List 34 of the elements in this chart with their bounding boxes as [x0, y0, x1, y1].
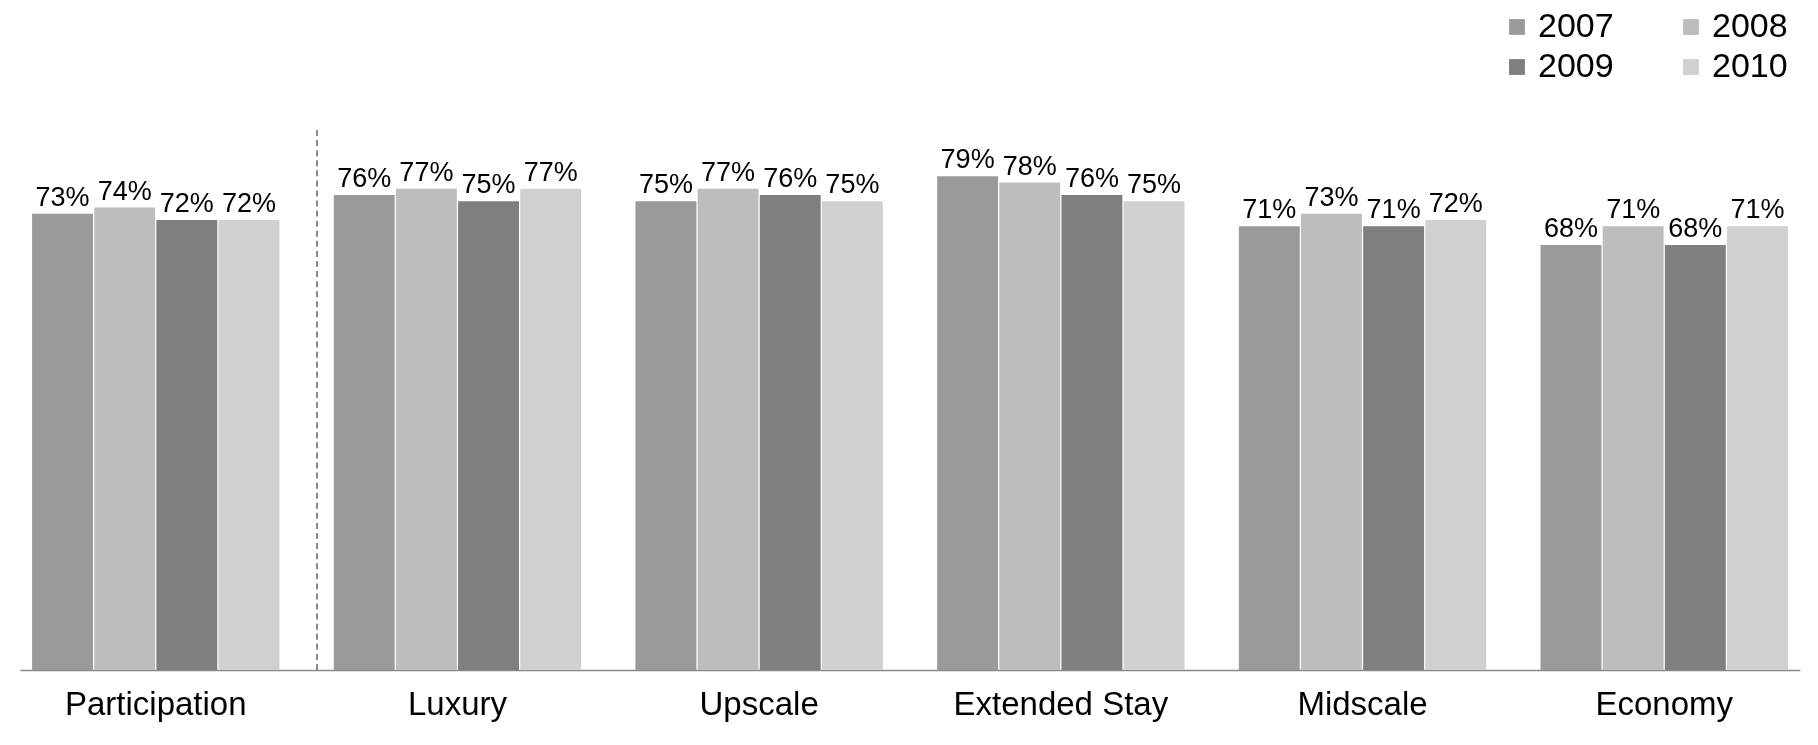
data-label: 68% [1543, 213, 1599, 243]
data-label: 72% [221, 188, 277, 218]
data-label: 73% [1304, 181, 1359, 212]
data-label: 71% [1242, 194, 1297, 225]
x-tick-label: Participation [64, 684, 247, 722]
data-label: 76% [763, 163, 818, 193]
data-label: 75% [638, 169, 693, 200]
legend-label: 2007 [1538, 6, 1614, 44]
legend-label: 2009 [1538, 46, 1614, 84]
data-label: 79% [940, 144, 995, 175]
data-label: 75% [1127, 169, 1182, 200]
data-label: 71% [1730, 194, 1785, 225]
x-tick-label: Midscale [1297, 684, 1428, 722]
data-label: 68% [1668, 213, 1723, 243]
legend-label: 2008 [1712, 6, 1788, 44]
x-tick-label: Economy [1595, 684, 1734, 722]
data-label: 72% [1428, 188, 1483, 218]
data-label: 76% [337, 163, 392, 193]
data-label: 71% [1606, 194, 1661, 225]
data-label: 77% [523, 156, 578, 187]
data-label: 71% [1366, 194, 1421, 225]
data-label: 77% [701, 156, 756, 187]
data-label: 73% [35, 181, 90, 212]
x-tick-label: Upscale [699, 684, 819, 722]
data-label: 78% [1002, 150, 1057, 181]
data-label: 77% [399, 156, 454, 187]
x-tick-label: Luxury [407, 684, 508, 722]
data-label: 76% [1064, 163, 1119, 193]
data-label: 72% [159, 188, 214, 218]
legend-label: 2010 [1712, 46, 1788, 84]
data-label: 75% [825, 169, 880, 200]
x-tick-label: Extended Stay [953, 684, 1169, 722]
data-label: 75% [461, 169, 516, 200]
data-label: 74% [97, 175, 152, 206]
